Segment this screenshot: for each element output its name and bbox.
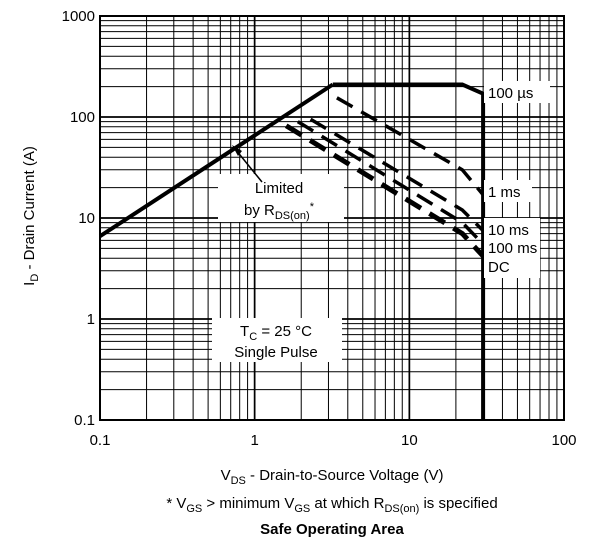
label-100ms: 100 ms [488,240,537,257]
label-10ms: 10 ms [488,222,529,239]
plot-frame [99,15,565,421]
limited-annotation: Limited by RDS(on)* [218,145,344,222]
y-tick-label: 1 [87,311,95,328]
series-group [98,82,486,420]
tc-annotation: TC = 25 °C Single Pulse [212,318,342,362]
label-1ms: 1 ms [488,184,521,201]
series-line-5 [284,123,485,258]
y-tick-label: 0.1 [74,412,95,429]
x-axis-title: VDS - Drain-to-Source Voltage (V) [221,467,444,487]
tc-label: TC = 25 °C [240,323,312,343]
x-tick-label: 1 [250,432,258,449]
series-line-1 [332,82,486,420]
limited-arrow-line [235,149,263,183]
y-tick-labels: 0.1 1 10 100 1000 [62,8,95,429]
x-tick-label: 10 [401,432,418,449]
x-tick-label: 100 [551,432,576,449]
x-tick-labels: 0.1 1 10 100 [90,432,577,449]
x-tick-label: 0.1 [90,432,111,449]
chart-title: Safe Operating Area [260,521,404,538]
label-dc: DC [488,259,510,276]
series-line-4 [296,120,485,246]
series-line-2 [336,96,485,196]
single-pulse-label: Single Pulse [234,344,317,361]
label-100us: 100 µs [488,85,533,102]
series-labels: 100 µs 1 ms 10 ms 100 ms DC [484,81,550,278]
limited-label-line2: by RDS(on)* [244,201,315,222]
y-tick-label: 100 [70,109,95,126]
limited-label-line1: Limited [255,180,303,197]
series-line-0 [98,82,334,238]
limited-arrow-head [232,145,242,156]
series-line-3 [309,117,485,232]
footnote: * VGS > minimum VGS at which RDS(on) is … [166,495,497,515]
y-tick-label: 1000 [62,8,95,25]
y-tick-label: 10 [78,210,95,227]
y-axis-title: ID - Drain Current (A) [21,146,41,286]
